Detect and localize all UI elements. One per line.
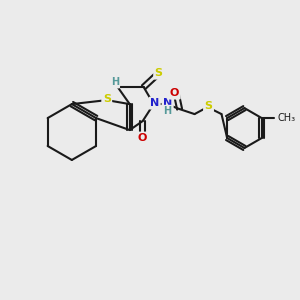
- Text: H: H: [164, 106, 172, 116]
- Text: N: N: [163, 98, 172, 108]
- Text: S: S: [103, 94, 111, 104]
- Text: O: O: [170, 88, 179, 98]
- Text: H: H: [111, 77, 119, 87]
- Text: CH₃: CH₃: [278, 113, 296, 123]
- Text: S: S: [205, 101, 212, 111]
- Text: S: S: [154, 68, 163, 78]
- Text: O: O: [138, 133, 147, 143]
- Text: N: N: [150, 98, 159, 108]
